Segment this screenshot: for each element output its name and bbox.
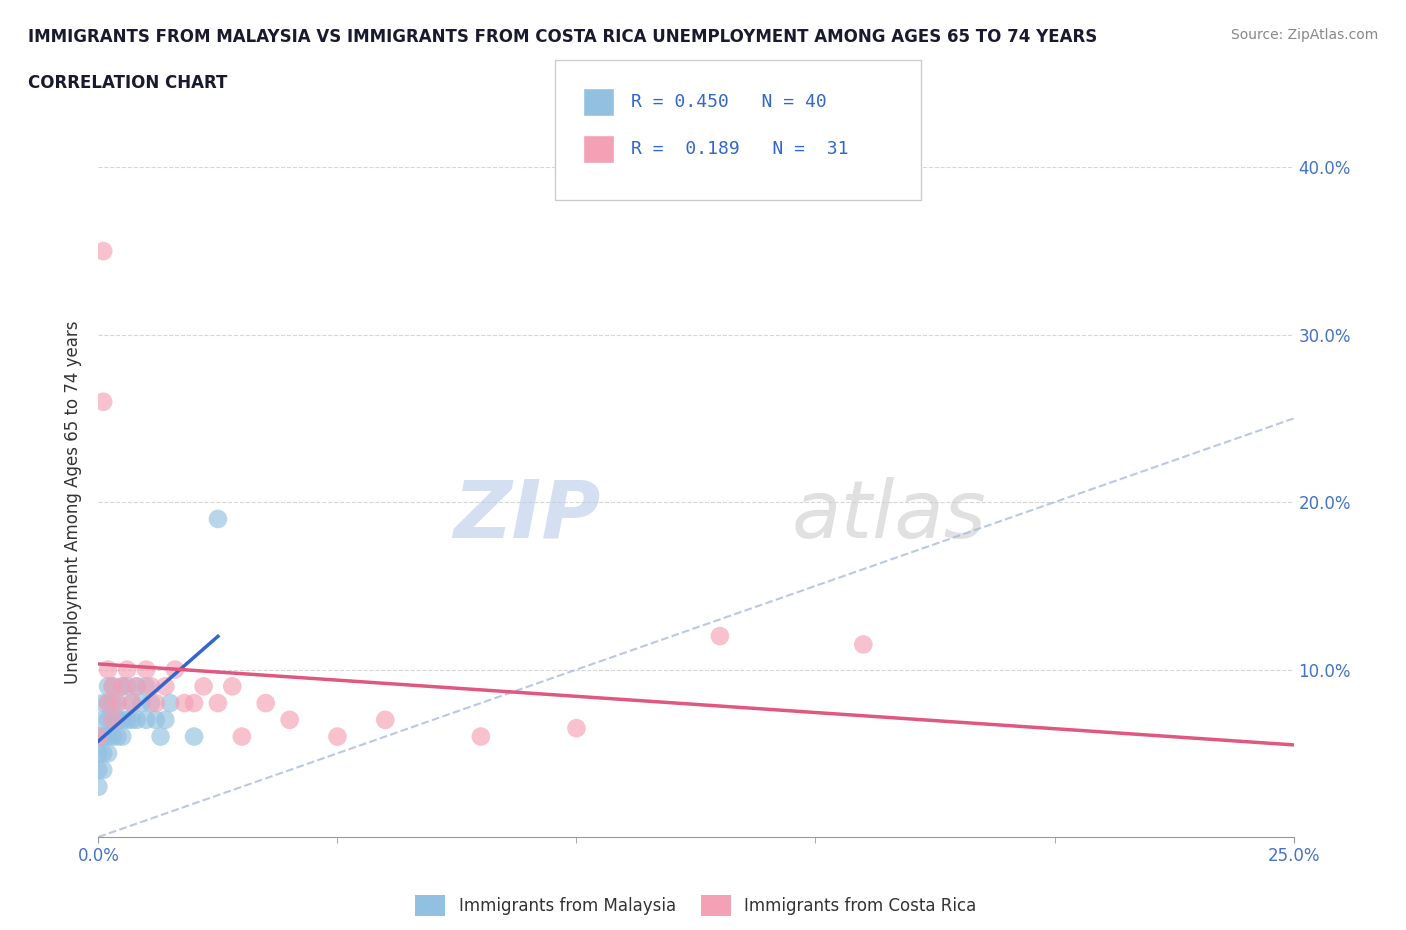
Point: [155, 712, 177, 727]
Point: [91, 729, 114, 744]
Point: [107, 696, 129, 711]
Point: [125, 679, 148, 694]
Point: [125, 712, 148, 727]
Point: [159, 696, 181, 711]
Text: atlas: atlas: [792, 476, 987, 554]
Point: [91, 763, 114, 777]
Point: [91, 696, 114, 711]
Point: [97, 729, 120, 744]
Point: [111, 679, 134, 694]
Point: [121, 712, 143, 727]
Point: [97, 679, 120, 694]
Text: R = 0.450   N = 40: R = 0.450 N = 40: [631, 93, 827, 112]
Point: [173, 696, 195, 711]
Point: [374, 712, 396, 727]
Point: [121, 696, 143, 711]
Point: [145, 712, 167, 727]
Point: [135, 712, 157, 727]
Point: [87, 746, 110, 761]
Point: [87, 779, 110, 794]
Point: [254, 696, 277, 711]
Point: [278, 712, 301, 727]
Point: [107, 729, 129, 744]
Text: R =  0.189   N =  31: R = 0.189 N = 31: [631, 140, 849, 158]
Point: [111, 679, 134, 694]
Point: [207, 696, 229, 711]
Point: [139, 696, 162, 711]
Point: [91, 244, 114, 259]
Point: [97, 662, 120, 677]
Point: [101, 712, 124, 727]
Point: [709, 629, 731, 644]
Point: [149, 729, 172, 744]
Point: [101, 696, 124, 711]
Text: IMMIGRANTS FROM MALAYSIA VS IMMIGRANTS FROM COSTA RICA UNEMPLOYMENT AMONG AGES 6: IMMIGRANTS FROM MALAYSIA VS IMMIGRANTS F…: [28, 28, 1097, 46]
Text: ZIP: ZIP: [453, 476, 600, 554]
Point: [193, 679, 215, 694]
Legend: Immigrants from Malaysia, Immigrants from Costa Rica: Immigrants from Malaysia, Immigrants fro…: [409, 889, 983, 923]
Text: Source: ZipAtlas.com: Source: ZipAtlas.com: [1230, 28, 1378, 42]
Point: [131, 696, 153, 711]
Point: [97, 696, 120, 711]
Point: [115, 712, 138, 727]
Text: CORRELATION CHART: CORRELATION CHART: [28, 74, 228, 92]
Point: [470, 729, 492, 744]
Point: [125, 679, 148, 694]
Point: [87, 763, 110, 777]
Point: [163, 662, 186, 677]
Point: [107, 696, 129, 711]
Point: [852, 637, 875, 652]
Point: [91, 712, 114, 727]
Point: [107, 712, 129, 727]
Point: [326, 729, 349, 744]
Point: [97, 696, 120, 711]
Point: [101, 729, 124, 744]
Point: [565, 721, 588, 736]
Point: [111, 729, 134, 744]
Point: [91, 394, 114, 409]
Y-axis label: Unemployment Among Ages 65 to 74 years: Unemployment Among Ages 65 to 74 years: [65, 321, 83, 684]
Point: [139, 679, 162, 694]
Point: [221, 679, 243, 694]
Point: [101, 679, 124, 694]
Point: [97, 712, 120, 727]
Point: [115, 679, 138, 694]
Point: [111, 712, 134, 727]
Point: [101, 712, 124, 727]
Point: [135, 679, 157, 694]
Point: [207, 512, 229, 526]
Point: [121, 696, 143, 711]
Point: [183, 729, 205, 744]
Point: [87, 729, 110, 744]
Point: [155, 679, 177, 694]
Point: [101, 679, 124, 694]
Point: [91, 746, 114, 761]
Point: [135, 662, 157, 677]
Point: [97, 746, 120, 761]
Point: [183, 696, 205, 711]
Point: [115, 662, 138, 677]
Point: [145, 696, 167, 711]
Point: [87, 729, 110, 744]
Point: [231, 729, 253, 744]
